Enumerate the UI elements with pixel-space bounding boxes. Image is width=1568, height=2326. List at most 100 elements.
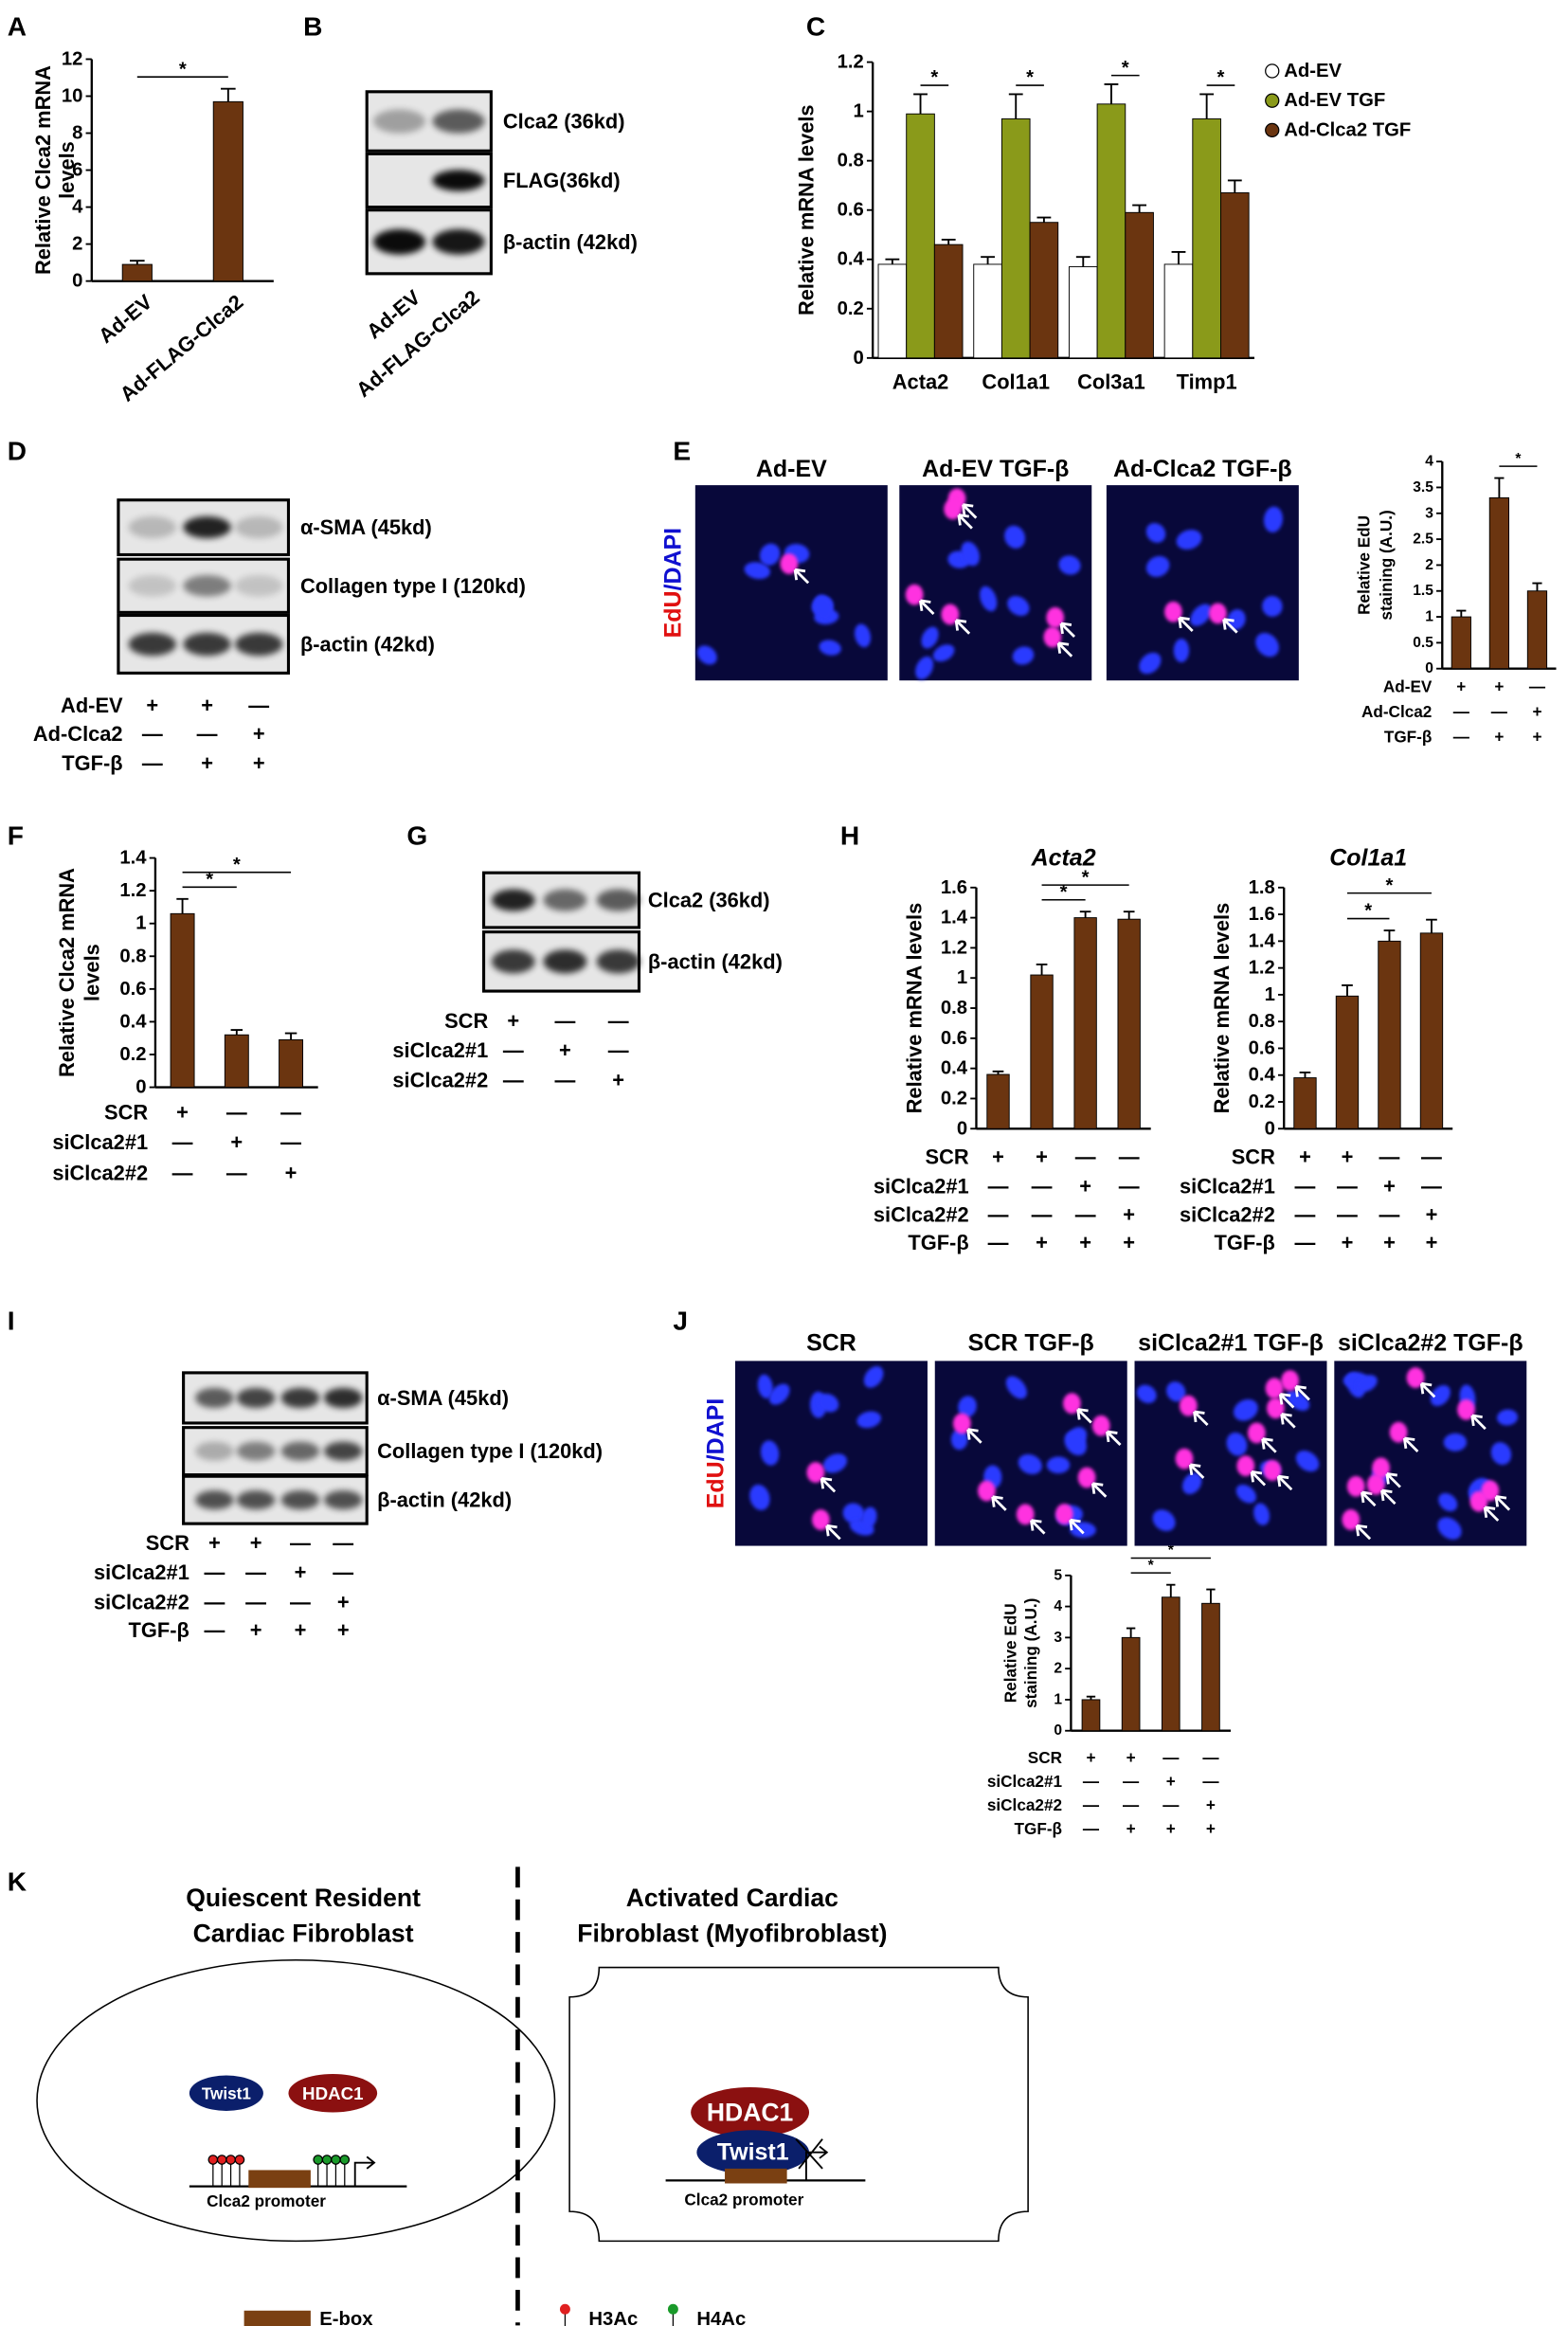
bar bbox=[933, 243, 964, 359]
chart-title: Acta2 bbox=[1031, 845, 1096, 872]
error-bar bbox=[941, 238, 956, 245]
protein-label: HDAC1 bbox=[302, 2083, 363, 2103]
condition-mark: + bbox=[250, 1618, 262, 1642]
nucleus bbox=[1430, 1384, 1451, 1407]
condition-mark: — bbox=[333, 1531, 353, 1555]
image-title: siClca2#2 TGF-β bbox=[1338, 1330, 1523, 1357]
y-tick-label: 0.2 bbox=[1249, 1091, 1275, 1112]
condition-mark: + bbox=[208, 1531, 221, 1555]
error-bar bbox=[1206, 1588, 1216, 1604]
y-tick-label: 1 bbox=[1054, 1691, 1062, 1707]
y-tick-label: 3 bbox=[1425, 505, 1433, 521]
nucleus bbox=[1005, 1376, 1027, 1399]
condition-mark: + bbox=[295, 1618, 307, 1642]
y-tick-label: 0 bbox=[135, 1077, 146, 1098]
blot-band bbox=[235, 632, 283, 657]
error-bar bbox=[1166, 1583, 1176, 1597]
nucleus bbox=[1226, 1432, 1248, 1456]
bar bbox=[1526, 590, 1548, 670]
condition-mark: — bbox=[1083, 1772, 1100, 1791]
blot-band bbox=[491, 949, 535, 974]
condition-mark: + bbox=[201, 694, 213, 717]
condition-mark: — bbox=[503, 1038, 524, 1062]
condition-mark: + bbox=[1456, 676, 1466, 695]
condition-mark: — bbox=[204, 1618, 225, 1642]
arrowhead bbox=[1178, 616, 1194, 633]
arrowhead bbox=[1402, 1436, 1419, 1453]
condition-mark: — bbox=[1032, 1202, 1053, 1226]
y-tick-label: 0 bbox=[1425, 660, 1433, 676]
error-bar bbox=[981, 256, 995, 264]
error-bar bbox=[1383, 929, 1396, 942]
bar bbox=[1030, 974, 1054, 1129]
edu-nucleus bbox=[1208, 603, 1227, 624]
error-bar bbox=[130, 260, 145, 265]
bar bbox=[906, 113, 935, 359]
significance-label: * bbox=[1060, 882, 1068, 903]
bar bbox=[1117, 918, 1141, 1129]
nucleus bbox=[958, 1396, 977, 1418]
condition-mark: — bbox=[1123, 1795, 1140, 1814]
edu-nucleus bbox=[1263, 1459, 1282, 1481]
condition-mark: — bbox=[555, 1009, 576, 1033]
significance-label: * bbox=[1168, 1542, 1175, 1559]
error-bar bbox=[1171, 251, 1186, 264]
condition-mark: — bbox=[1083, 1819, 1100, 1838]
panel-label: I bbox=[8, 1307, 15, 1336]
nucleus bbox=[822, 1453, 848, 1473]
edu-nucleus bbox=[1248, 1422, 1266, 1444]
promoter-label: Clca2 promoter bbox=[684, 2191, 803, 2209]
nucleus bbox=[1139, 652, 1162, 675]
nucleus bbox=[932, 644, 955, 662]
condition-name: siClca2#1 bbox=[874, 1175, 969, 1199]
bar bbox=[1029, 222, 1059, 359]
arrowhead bbox=[1280, 1413, 1296, 1429]
significance-label: * bbox=[1386, 875, 1394, 896]
arrowhead bbox=[1494, 1495, 1511, 1511]
bar bbox=[1121, 1636, 1141, 1732]
y-tick-label: 0.8 bbox=[941, 998, 967, 1019]
bar bbox=[170, 912, 195, 1089]
condition-mark: — bbox=[245, 1590, 266, 1614]
condition-mark: — bbox=[1379, 1202, 1400, 1226]
condition-name: SCR bbox=[444, 1009, 488, 1033]
condition-mark: — bbox=[1379, 1145, 1400, 1168]
y-tick-label: 0.6 bbox=[838, 200, 864, 221]
condition-name: Ad-Clca2 bbox=[33, 722, 123, 746]
condition-mark: + bbox=[1086, 1748, 1095, 1767]
y-axis-label: Relative mRNA levels bbox=[1210, 903, 1234, 1114]
condition-mark: — bbox=[1123, 1772, 1140, 1791]
legend-label: H3Ac bbox=[588, 2309, 638, 2326]
condition-mark: + bbox=[612, 1068, 624, 1091]
condition-mark: + bbox=[1079, 1231, 1091, 1254]
e-box bbox=[248, 2170, 311, 2189]
edu-nucleus bbox=[905, 584, 924, 605]
y-tick-label: 0.6 bbox=[1249, 1037, 1275, 1058]
condition-mark: — bbox=[1295, 1175, 1316, 1199]
error-bar bbox=[1086, 1695, 1096, 1700]
y-tick-label: 0.4 bbox=[941, 1058, 968, 1079]
condition-mark: — bbox=[1032, 1175, 1053, 1199]
y-tick-label: 0.6 bbox=[119, 979, 146, 1000]
arrowhead bbox=[1483, 1506, 1500, 1522]
blot-band bbox=[280, 1441, 320, 1461]
x-tick-label: Col1a1 bbox=[982, 370, 1050, 393]
image-title: Ad-Clca2 TGF-β bbox=[1113, 456, 1292, 482]
condition-mark: — bbox=[1337, 1175, 1358, 1199]
condition-mark: + bbox=[1494, 676, 1504, 695]
y-tick-label: 2 bbox=[1425, 557, 1433, 573]
legend-swatch bbox=[1265, 122, 1280, 138]
condition-mark: — bbox=[290, 1531, 311, 1555]
bar bbox=[973, 263, 1002, 359]
nucleus bbox=[1004, 525, 1026, 549]
arrowhead bbox=[1188, 1463, 1205, 1479]
band-label: Collagen type I (120kd) bbox=[377, 1439, 603, 1463]
panel-label: C bbox=[806, 12, 825, 42]
error-bar bbox=[885, 258, 900, 264]
condition-mark: — bbox=[245, 1560, 266, 1584]
error-bar bbox=[1227, 179, 1242, 193]
condition-mark: + bbox=[1036, 1231, 1048, 1254]
legend-label: H4Ac bbox=[696, 2309, 746, 2326]
significance-label: * bbox=[179, 59, 187, 80]
nucleus bbox=[1136, 1384, 1157, 1404]
